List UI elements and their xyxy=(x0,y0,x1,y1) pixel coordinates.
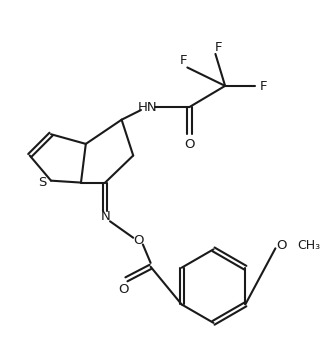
Text: CH₃: CH₃ xyxy=(298,239,321,252)
Text: HN: HN xyxy=(138,101,157,114)
Text: O: O xyxy=(133,234,143,247)
Text: O: O xyxy=(184,138,194,151)
Text: O: O xyxy=(276,239,286,252)
Text: S: S xyxy=(38,176,46,189)
Text: N: N xyxy=(100,210,110,223)
Text: F: F xyxy=(214,41,222,54)
Text: F: F xyxy=(180,54,187,67)
Text: O: O xyxy=(118,283,129,296)
Text: F: F xyxy=(260,80,268,93)
